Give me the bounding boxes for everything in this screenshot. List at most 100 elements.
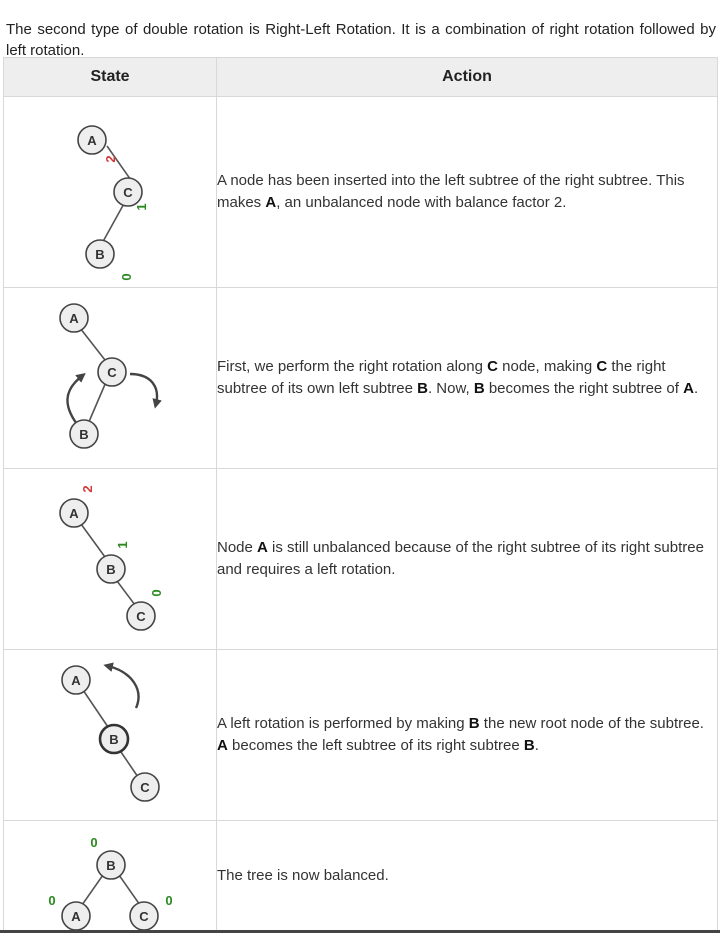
action-bold: C [487, 358, 498, 375]
edges [82, 689, 139, 778]
table-row: A B C A left rotation is performed by ma… [3, 649, 718, 821]
action-cell: A left rotation is performed by making B… [216, 649, 718, 821]
action-bold: B [417, 380, 428, 397]
edges [81, 874, 141, 906]
tree-node: C [113, 177, 143, 207]
action-text: node, making [497, 358, 597, 375]
rotation-arrow-icon [129, 372, 162, 409]
action-cell: Node A is still unbalanced because of th… [216, 468, 718, 650]
action-bold: A [683, 380, 694, 397]
action-text: becomes the right subtree of [484, 380, 684, 397]
action-text: A node has been inserted into the left s… [217, 172, 685, 211]
edge [116, 580, 136, 606]
table-row: A C B First, we perform the right rotati… [3, 287, 718, 469]
action-bold: A [257, 539, 268, 556]
rotation-arrow-icon [103, 662, 140, 709]
edge [120, 751, 139, 778]
tree-diagram: A B C 2 1 0 [59, 485, 164, 631]
edge [87, 381, 107, 425]
node-label: A [87, 133, 97, 148]
action-bold: B [473, 380, 485, 397]
node-label: B [106, 858, 115, 873]
tree-node: B [96, 850, 126, 880]
node-label: C [139, 909, 149, 924]
action-text: . [693, 380, 699, 397]
edge [79, 327, 106, 361]
action-bold: A [265, 194, 277, 211]
action-bold: B [523, 737, 535, 754]
action-text: the right subtree of its own left subtre… [217, 358, 666, 397]
tree-node: B [98, 723, 130, 755]
action-header: Action [216, 57, 718, 97]
table-row: A B C 2 1 0 Node A is still unbalanced b… [3, 468, 718, 650]
tree-node: C [129, 901, 159, 931]
edges [80, 523, 136, 606]
action-bold: C [596, 358, 608, 375]
tree-diagram: B A C 0 0 0 [48, 835, 173, 931]
node-label: C [107, 365, 117, 380]
balance-factor: 2 [103, 155, 118, 162]
action-cell: First, we perform the right rotation alo… [216, 287, 718, 469]
action-text: . [534, 737, 539, 754]
balance-factor: 1 [115, 541, 130, 548]
action-bold: B [468, 715, 480, 732]
action-cell: A node has been inserted into the left s… [216, 96, 718, 288]
action-text: is still unbalanced because of the right… [217, 539, 704, 578]
state-cell: A B C 2 1 0 [3, 468, 217, 650]
state-cell: B A C 0 0 0 [3, 820, 217, 932]
balance-factor: 0 [90, 835, 97, 850]
action-text: The tree is now balanced. [217, 867, 389, 884]
edges [79, 327, 107, 425]
balance-factor: 0 [119, 273, 134, 280]
tree-diagram: A C B 2 1 0 [77, 125, 149, 281]
state-cell: A C B [3, 287, 217, 469]
balance-factor: 2 [80, 485, 95, 492]
rotation-table: State Action A C [3, 57, 718, 932]
state-cell: A B C [3, 649, 217, 821]
edge [106, 145, 134, 184]
node-label: C [140, 780, 150, 795]
action-cell: The tree is now balanced. [216, 820, 718, 932]
balance-factor: 1 [134, 203, 149, 210]
state-header: State [3, 57, 217, 97]
tree-node: B [69, 419, 99, 449]
tree-node: A [61, 665, 91, 695]
tree-diagram: A B C [61, 662, 160, 802]
node-label: B [95, 247, 104, 262]
edge [80, 523, 106, 558]
action-text: , an unbalanced node with balance factor… [276, 194, 567, 211]
node-label: C [123, 185, 133, 200]
node-label: A [71, 673, 81, 688]
table-row: B A C 0 0 0 The tree is now balanced. [3, 820, 718, 932]
node-label: B [79, 427, 88, 442]
intro-paragraph: The second type of double rotation is Ri… [6, 21, 716, 59]
balance-factor: 0 [149, 589, 164, 596]
edge [99, 199, 127, 248]
action-text: First, we perform the right rotation alo… [217, 358, 488, 375]
edge [81, 874, 104, 906]
tree-node: C [130, 772, 160, 802]
tree-node: B [85, 239, 115, 269]
node-label: B [106, 562, 115, 577]
node-label: A [69, 311, 79, 326]
edge [118, 874, 141, 906]
edges [99, 145, 134, 248]
node-label: A [69, 506, 79, 521]
node-label: B [109, 732, 118, 747]
action-text: Node [217, 539, 258, 556]
tree-node: A [59, 498, 89, 528]
node-label: C [136, 609, 146, 624]
action-text: the new root node of the subtree. [479, 715, 704, 732]
tree-diagram: A C B [59, 303, 162, 449]
table-row: A C B 2 1 0 A node has been inserted int… [3, 96, 718, 288]
tree-node: A [61, 901, 91, 931]
edge [82, 689, 109, 728]
table-header-row: State Action [3, 57, 718, 97]
action-bold: A [217, 737, 228, 754]
state-cell: A C B 2 1 0 [3, 96, 217, 288]
tree-node: A [77, 125, 107, 155]
action-text: . Now, [427, 380, 474, 397]
tree-node: A [59, 303, 89, 333]
tree-node: C [97, 357, 127, 387]
action-text: A left rotation is performed by making [217, 715, 469, 732]
